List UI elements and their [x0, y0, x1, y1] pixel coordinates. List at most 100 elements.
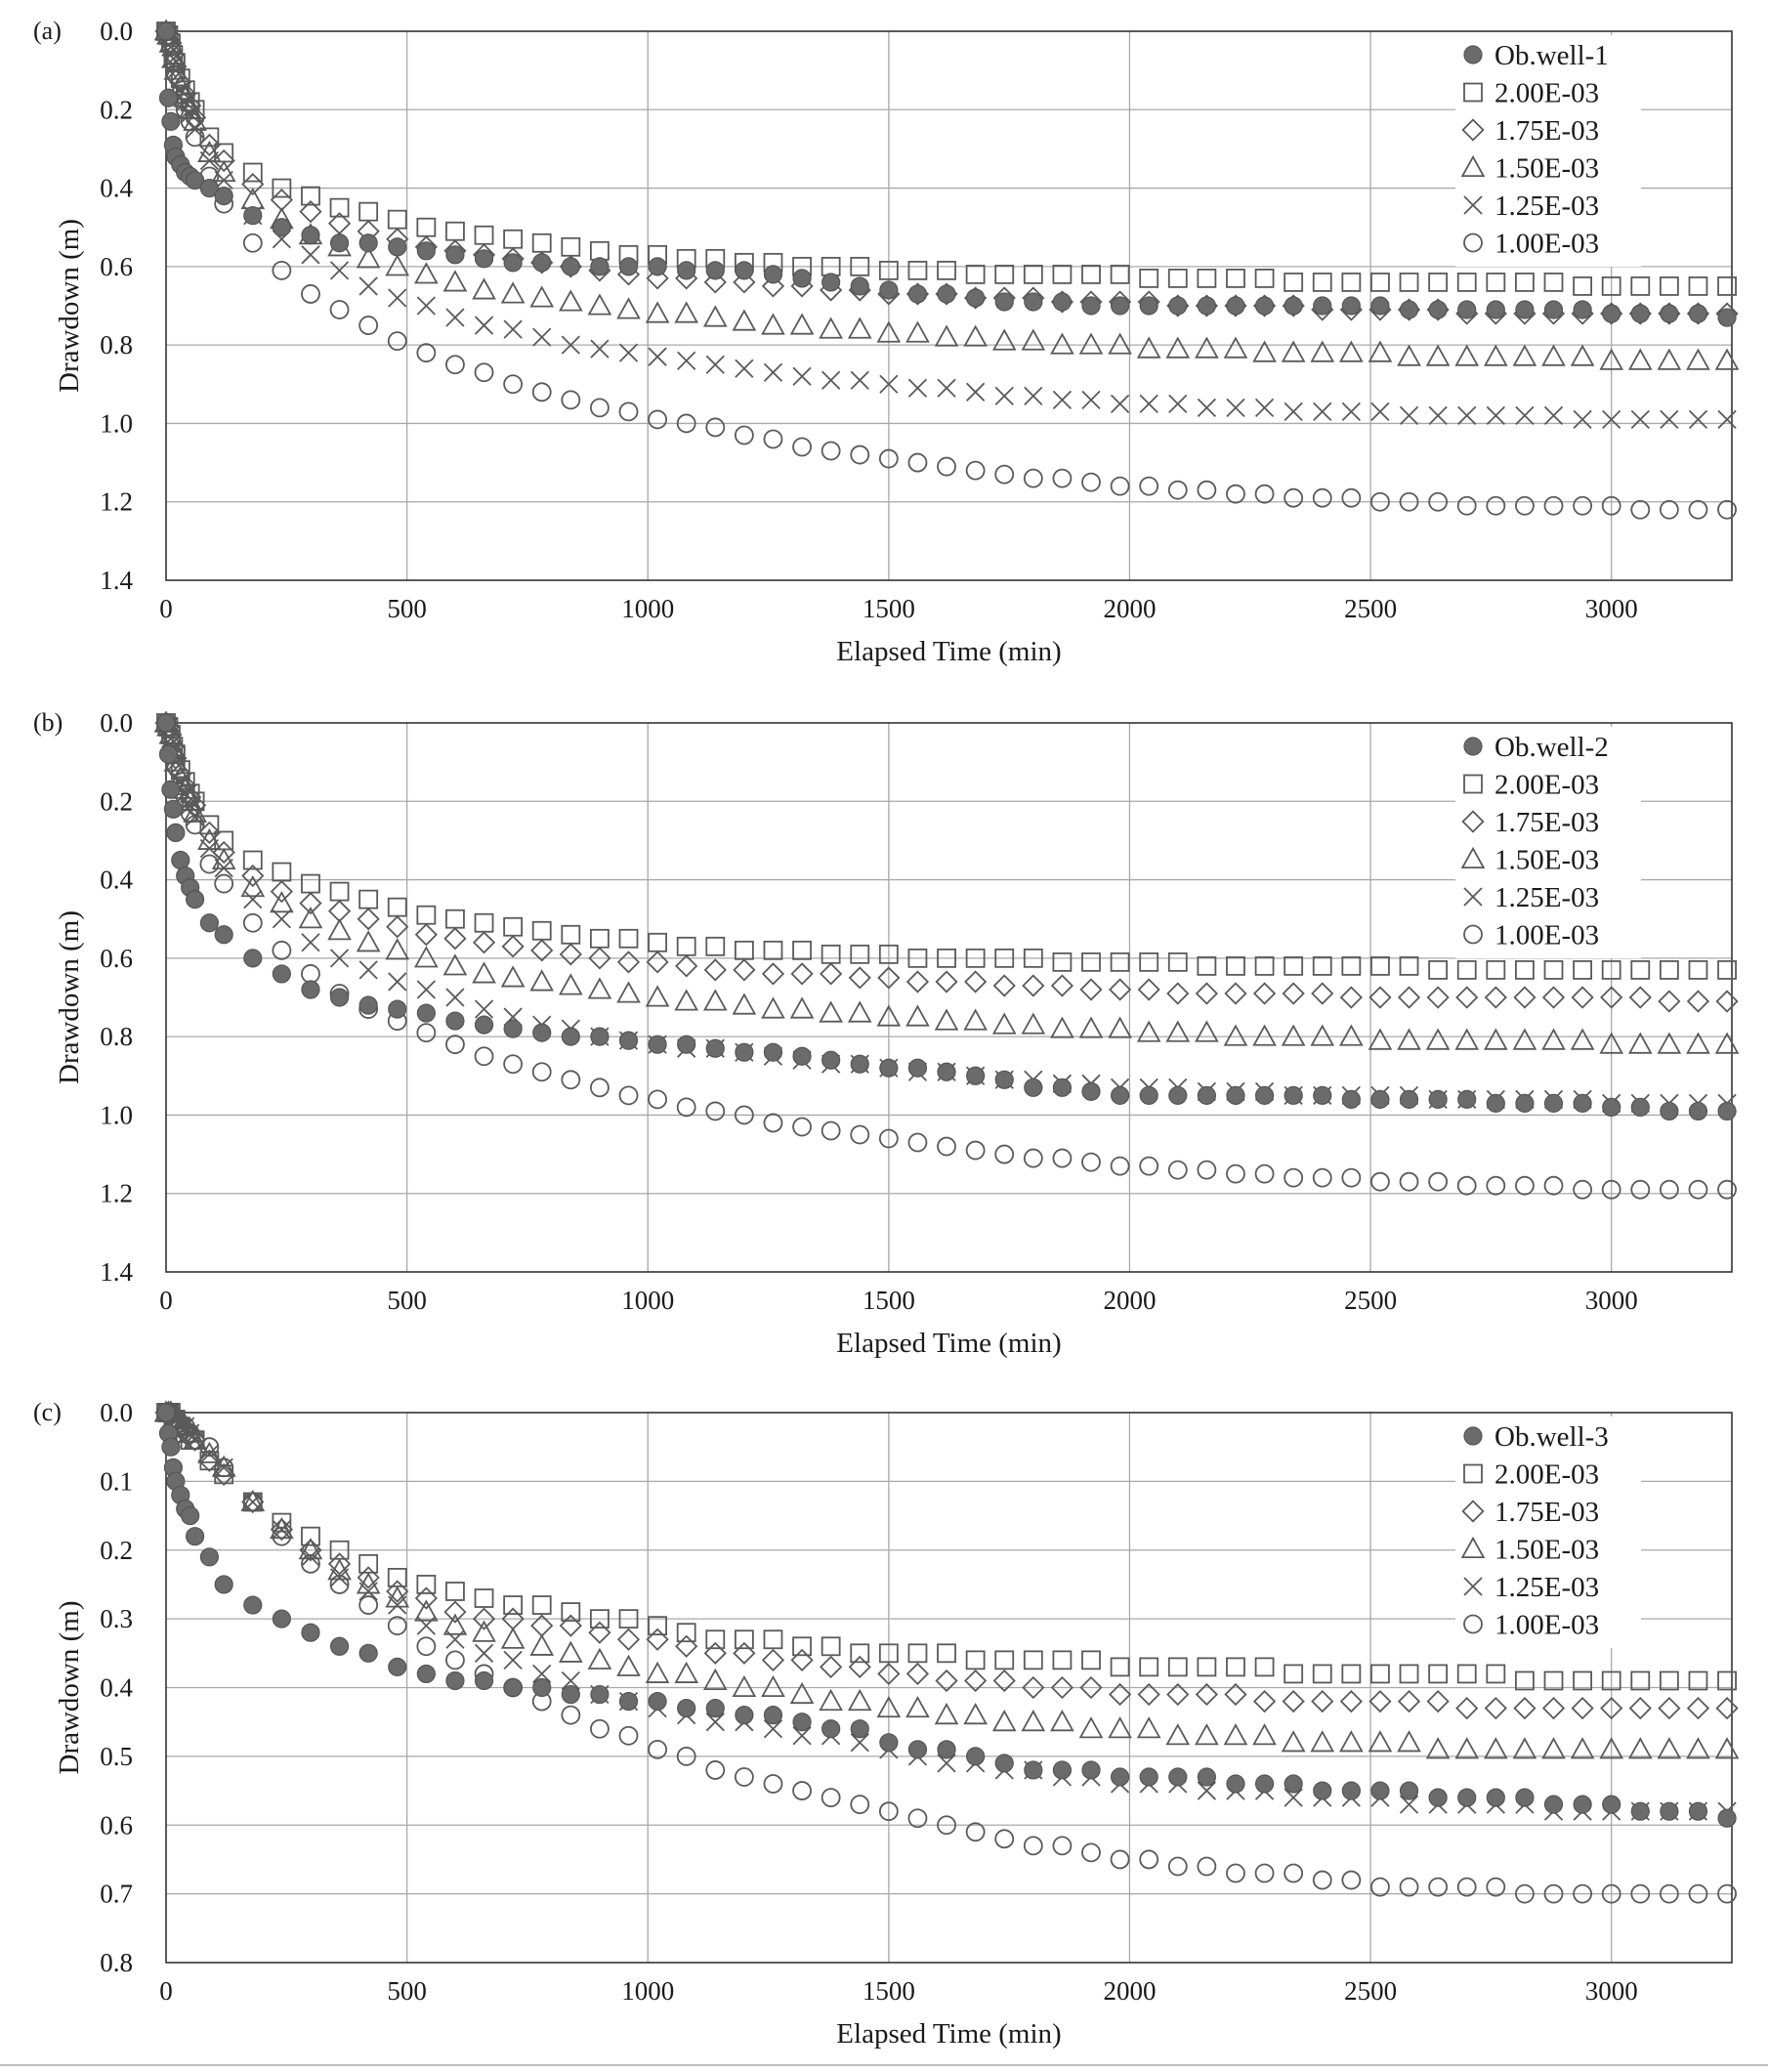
- data-point-circle: [1428, 1877, 1449, 1897]
- legend-entry: 1.75E-03: [1494, 115, 1599, 147]
- data-point-circle: [1254, 1163, 1275, 1184]
- data-point-circle: [1456, 1877, 1477, 1897]
- data-point-diamond: [559, 1614, 582, 1637]
- data-point-diamond: [299, 1539, 322, 1562]
- data-point-square: [199, 815, 220, 835]
- data-point-cross: [1226, 398, 1245, 418]
- data-point-cross: [994, 386, 1014, 405]
- data-point-square: [1543, 960, 1564, 980]
- data-point-cross: [301, 1547, 320, 1567]
- data-point-square: [1341, 1664, 1362, 1684]
- data-point-filled-circle: [358, 1643, 378, 1663]
- data-point-filled-circle: [329, 988, 350, 1007]
- data-point-filled-circle: [1602, 1795, 1621, 1814]
- data-point-filled-circle: [677, 1699, 696, 1718]
- data-point-cross: [1139, 394, 1158, 413]
- data-point-filled-circle: [1024, 1760, 1043, 1780]
- data-point-circle: [1139, 1156, 1159, 1176]
- data-point-circle: [561, 390, 581, 410]
- data-point-diamond: [1600, 986, 1623, 1009]
- data-point-cross: [503, 319, 523, 339]
- data-point-triangle: [1657, 1032, 1682, 1054]
- data-point-diamond: [1686, 990, 1710, 1013]
- data-point-square: [648, 1616, 667, 1636]
- data-point-circle: [676, 413, 696, 434]
- data-point-diamond: [1252, 1689, 1277, 1713]
- data-point-diamond: [1455, 986, 1479, 1009]
- data-point-diamond: [935, 1669, 958, 1693]
- data-point-square: [878, 1643, 899, 1664]
- data-point-circle: [994, 464, 1015, 485]
- data-point-circle: [618, 1085, 639, 1106]
- series-0: [156, 713, 1737, 1121]
- data-point-triangle: [847, 1000, 872, 1023]
- data-point-cross: [1399, 1795, 1419, 1814]
- data-point-cross: [1313, 402, 1332, 422]
- data-point-triangle: [442, 270, 468, 292]
- data-point-square: [1110, 951, 1130, 972]
- y-tick-label: 0.4: [100, 866, 133, 895]
- data-point-cross: [1052, 390, 1073, 409]
- data-point-circle: [199, 854, 220, 874]
- data-point-triangle: [1397, 1730, 1421, 1753]
- data-point-square: [1312, 1664, 1332, 1684]
- data-point-triangle: [847, 317, 872, 339]
- data-point-circle: [561, 1705, 581, 1725]
- data-point-square: [1023, 264, 1043, 284]
- data-point-circle: [937, 1815, 956, 1836]
- data-point-filled-circle: [1428, 1788, 1448, 1807]
- data-point-square: [329, 881, 350, 902]
- data-point-diamond: [472, 1607, 496, 1630]
- data-point-filled-circle: [1457, 300, 1477, 319]
- data-point-cross: [474, 1643, 494, 1663]
- data-point-diamond: [1050, 974, 1074, 997]
- data-point-square: [1254, 1657, 1275, 1677]
- data-point-circle: [705, 417, 726, 438]
- panel-label: (c): [33, 1398, 62, 1426]
- data-point-cross: [416, 980, 436, 999]
- data-point-diamond: [588, 947, 611, 970]
- data-point-circle: [1167, 480, 1188, 500]
- data-point-diamond: [1628, 986, 1652, 1009]
- data-point-square: [1399, 1664, 1419, 1684]
- y-tick-label: 1.4: [100, 1257, 133, 1287]
- data-point-triangle: [1021, 1710, 1046, 1732]
- data-point-square: [1023, 1650, 1043, 1670]
- data-point-filled-circle: [1110, 1085, 1130, 1105]
- data-point-circle: [474, 1046, 494, 1067]
- data-point-triangle: [356, 246, 381, 269]
- y-tick-label: 0.4: [100, 1673, 133, 1703]
- data-point-diamond: [1137, 1682, 1160, 1707]
- data-point-filled-circle: [301, 1623, 320, 1642]
- data-point-circle: [590, 398, 610, 418]
- data-point-filled-circle: [445, 245, 465, 265]
- data-point-filled-circle: [1168, 1767, 1188, 1787]
- data-point-circle: [272, 1526, 292, 1546]
- data-point-filled-circle: [1660, 1801, 1679, 1821]
- x-tick-label: 2500: [1344, 1286, 1397, 1315]
- data-point-triangle: [414, 262, 439, 284]
- data-point-square: [1573, 960, 1592, 980]
- data-point-filled-circle: [1197, 1767, 1216, 1787]
- data-point-diamond: [270, 1518, 293, 1542]
- data-point-square: [1370, 273, 1390, 292]
- data-point-cross: [474, 999, 494, 1019]
- data-point-triangle: [1599, 348, 1624, 370]
- data-point-diamond: [646, 1628, 669, 1651]
- data-point-circle: [1601, 1883, 1621, 1904]
- legend-entry: Ob.well-3: [1494, 1421, 1609, 1453]
- data-point-diamond: [964, 1669, 988, 1693]
- data-point-filled-circle: [1428, 1089, 1448, 1109]
- data-point-square: [1312, 273, 1332, 292]
- data-point-diamond: [386, 915, 409, 939]
- y-tick-label: 0.1: [100, 1466, 133, 1496]
- data-point-filled-circle: [1428, 300, 1448, 319]
- data-point-circle: [1659, 499, 1679, 520]
- data-point-circle: [878, 448, 899, 469]
- data-point-diamond: [1195, 982, 1219, 1005]
- data-point-circle: [618, 402, 639, 422]
- data-point-square: [1197, 1657, 1217, 1677]
- data-point-filled-circle: [1110, 296, 1130, 316]
- series-5: [156, 713, 1737, 1200]
- data-point-diamond: [790, 962, 814, 986]
